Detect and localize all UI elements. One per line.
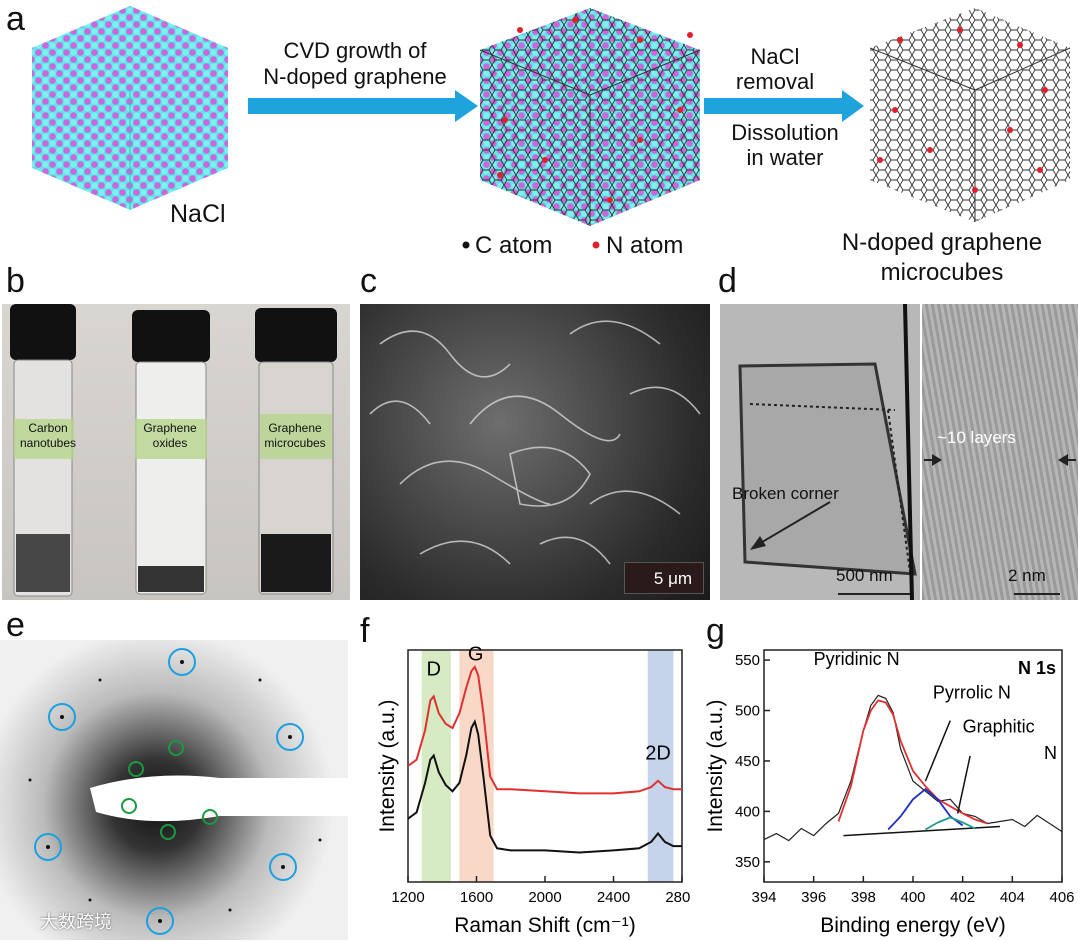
x-tick-label: 404 (1000, 889, 1025, 906)
series-line-graphitic (924, 816, 976, 831)
broken-corner-label: Broken corner (732, 484, 839, 503)
x-tick-label: 1200 (391, 889, 424, 906)
vial1-line1: Carbon (28, 421, 68, 435)
product-line1: N-doped graphene (841, 229, 1043, 256)
annotation-pointer (956, 755, 971, 814)
vial3-line2: microcubes (264, 436, 326, 450)
coated-cube (479, 8, 701, 226)
graphene-microcube (869, 8, 1071, 222)
x-tick-label: 402 (950, 889, 975, 906)
panel-label-a: a (6, 0, 25, 38)
saed-pattern (0, 640, 348, 940)
panel-label-f: f (360, 612, 370, 650)
tem-image-right (922, 304, 1078, 600)
series-line-0 (407, 664, 682, 795)
vial1-line2: nanotubes (19, 436, 77, 450)
panel-a-schematic (32, 6, 1071, 249)
watermark: 大数跨境 (40, 912, 112, 932)
vial2-line2: oxides (152, 436, 188, 450)
panel-label-c: c (360, 262, 377, 300)
series-line-1 (407, 719, 682, 854)
step1-line2: N-doped graphene (263, 64, 447, 89)
product-line2: microcubes (880, 259, 1004, 286)
series-line-raw (763, 694, 1063, 842)
peak-label-G: G (468, 644, 484, 666)
annotation-pointer (924, 720, 951, 782)
layers-label: ~10 layers (937, 428, 1016, 447)
sem-scale-bar: 5 μm (653, 569, 693, 588)
step1-line1: CVD growth of (283, 38, 427, 63)
arrow-1 (248, 90, 478, 122)
chart-title: N 1s (1018, 658, 1056, 678)
step2-line1: NaCl (750, 44, 800, 69)
x-tick-label: 396 (801, 889, 826, 906)
tem-image-left (720, 304, 920, 600)
band-2D (647, 650, 674, 882)
legend-c-atom: C atom (475, 232, 553, 259)
peak-label-D: D (426, 658, 440, 680)
c-atom-dot (462, 241, 470, 249)
vial-1 (10, 304, 76, 597)
x-axis-label: Raman Shift (cm⁻¹) (454, 914, 635, 937)
tem-scale-right: 2 nm (1008, 566, 1046, 585)
legend-n-atom: N atom (606, 232, 684, 259)
panel-label-b: b (6, 262, 25, 300)
vial2-line1: Graphene (143, 421, 197, 435)
vial3-line1: Graphene (268, 421, 322, 435)
x-tick-label: 394 (751, 889, 776, 906)
peak-label-2D: 2D (645, 743, 671, 765)
x-tick-label: 2800 (665, 889, 690, 906)
y-tick-label: 450 (735, 753, 760, 770)
y-axis-label: Intensity (a.u.) (376, 699, 399, 832)
xps-chart: 394 396 398 400 402 404 406 350 400 450 500 550 Bind… (704, 649, 1075, 937)
series-line-pyrrolic (887, 788, 964, 831)
annotation-3: N (1044, 743, 1057, 763)
vial-3 (255, 308, 337, 595)
panel-label-d: d (718, 262, 737, 300)
x-axis-label: Binding energy (eV) (820, 914, 1006, 937)
nacl-cube (32, 6, 228, 210)
plot-frame (763, 649, 1063, 883)
arrow-2 (704, 90, 864, 122)
x-tick-label: 2400 (597, 889, 630, 906)
tem-scale-left: 500 nm (836, 566, 893, 585)
sem-image (360, 304, 710, 600)
y-tick-label: 500 (735, 703, 760, 720)
raman-chart: 1200 1600 2000 2400 2800 Raman Shift (cm⁻¹) In… (376, 644, 690, 937)
x-tick-label: 1600 (460, 889, 493, 906)
y-tick-label: 550 (735, 652, 760, 669)
x-tick-label: 400 (900, 889, 925, 906)
n-atom-dot (592, 241, 600, 249)
x-tick-label: 2000 (528, 889, 561, 906)
panel-label-g: g (706, 612, 725, 650)
annotation-0: Pyridinic N (814, 649, 900, 669)
vial-2 (132, 310, 210, 595)
y-tick-label: 350 (735, 854, 760, 871)
vials-photo (2, 304, 350, 600)
panel-label-e: e (6, 606, 25, 644)
x-tick-label: 398 (851, 889, 876, 906)
y-tick-label: 400 (735, 803, 760, 820)
step2-line4: in water (746, 145, 824, 170)
nacl-label: NaCl (170, 200, 226, 228)
y-axis-label: Intensity (a.u.) (704, 699, 727, 832)
x-tick-label: 406 (1049, 889, 1074, 906)
baseline (843, 825, 1000, 837)
annotation-2: Graphitic (963, 717, 1035, 737)
step2-line3: Dissolution (731, 120, 839, 145)
step2-line2: removal (735, 69, 815, 94)
annotation-1: Pyrrolic N (933, 682, 1011, 702)
